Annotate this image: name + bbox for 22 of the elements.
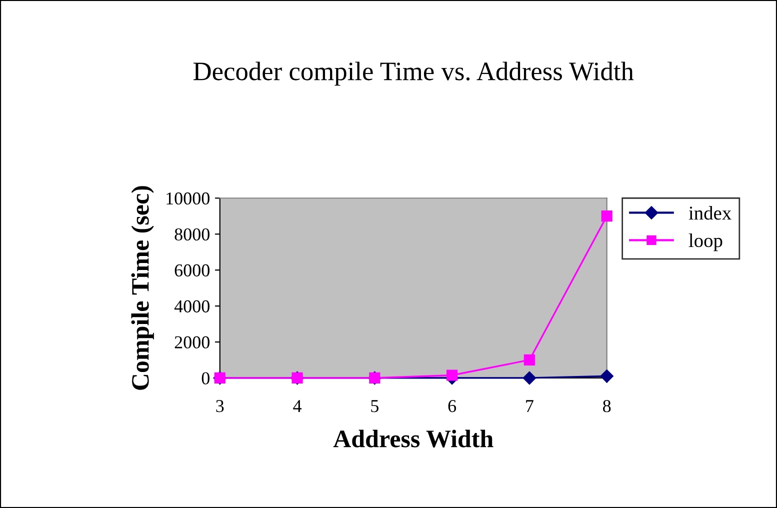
x-tick-label: 7 xyxy=(526,400,534,412)
y-tick-label: 8000 xyxy=(174,228,210,241)
x-tick-label: 8 xyxy=(603,400,611,412)
y-tick-label: 0 xyxy=(202,372,210,384)
y-axis-title: Compile Time (sec) xyxy=(131,186,154,390)
y-tick-label: 2000 xyxy=(174,336,210,348)
chart-title: Decoder compile Time vs. Address Width xyxy=(194,62,634,86)
x-tick-label: 5 xyxy=(371,400,378,412)
y-tick-label: 10000 xyxy=(166,192,210,205)
point xyxy=(601,210,612,222)
x-axis-title: Address Width xyxy=(333,430,494,448)
x-tick-label: 3 xyxy=(216,400,224,412)
legend-label: loop xyxy=(688,233,722,252)
y-tick-label: 4000 xyxy=(174,300,210,312)
legend-label: index xyxy=(688,206,732,220)
x-tick-label: 4 xyxy=(293,400,302,412)
point xyxy=(524,354,536,366)
x-tick-label: 6 xyxy=(448,400,456,412)
point xyxy=(446,370,458,381)
y-tick-label: 6000 xyxy=(174,264,210,276)
point xyxy=(600,370,614,383)
point xyxy=(522,371,536,385)
